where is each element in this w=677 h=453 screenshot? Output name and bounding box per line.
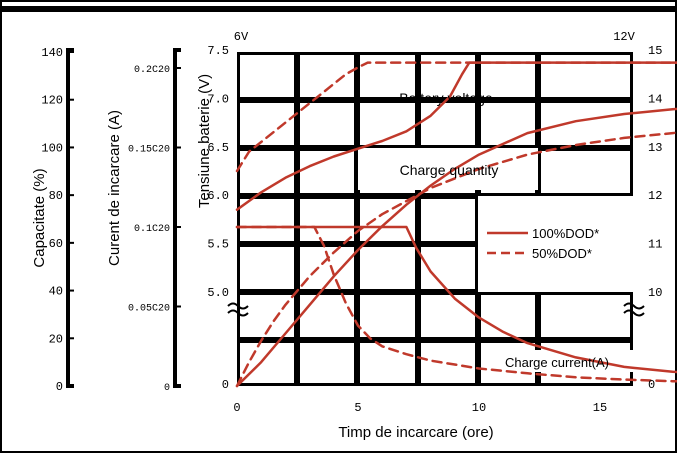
grid-cell [237,244,297,292]
grid-cell [538,52,633,100]
grid-cell [297,196,357,244]
axis-ticks: 0 20 40 60 80 100 120 140 0 0.05C20 0.1C20 0.15C20 0… [41,46,181,394]
top-label-6v: 6V [234,30,249,44]
grid-cell [357,244,418,292]
capacity-tick-label: 140 [41,46,63,60]
capacity-tick-label: 20 [49,332,63,346]
voltage-6v-tick-label: 7.5 [207,44,229,58]
capacity-tick-label: 80 [49,189,63,203]
grid-cell [237,196,297,244]
legend-label-100dod: 100%DOD* [532,226,599,241]
grid-cell [538,148,633,196]
current-tick-label: 0.05C20 [128,304,170,315]
voltage-12v-tick-labels: 10 11 12 13 14 15 0 [648,44,662,392]
voltage-12v-tick-label: 13 [648,141,662,155]
voltage-12v-tick-label: 15 [648,44,662,58]
voltage-curve-100dod [235,61,677,211]
grid-cell [297,148,357,196]
grid-cell [478,292,538,340]
current-tick-label: 0 [164,383,170,394]
curve-group [235,61,677,388]
voltage-12v-tick-label: 10 [648,286,662,300]
voltage-6v-tick-labels: 5.0 5.5 6.0 6.5 7.0 7.5 0 [207,44,229,392]
current-tick-label: 0.2C20 [134,65,170,76]
voltage-curve-50dod [235,61,677,173]
grid-cell [357,292,418,340]
x-tick-labels: 0510152025 [233,401,607,415]
voltage-12v-tick-label: 12 [648,189,662,203]
voltage-6v-zero-label: 0 [222,378,229,392]
grid-cell [418,196,478,244]
charge-quantity-curve-50dod [235,131,677,388]
capacity-tick-label: 0 [56,380,63,394]
voltage-12v-tick-label: 11 [648,238,662,252]
charge-quantity-label: Charge quantity [400,162,499,178]
voltage-6v-tick-label: 5.5 [207,238,229,252]
x-tick-label: 15 [593,401,607,415]
voltage-6v-tick-label: 7.0 [207,92,229,106]
battery-voltage-label: Battery voltage [399,90,493,106]
voltage-6v-tick-label: 5.0 [207,286,229,300]
charge-current-label: Charge current(A) [505,355,609,370]
charge-quantity-curve-100dod [235,107,677,388]
capacity-tick-label: 120 [41,94,63,108]
capacity-tick-label: 40 [49,285,63,299]
x-tick-label: 0 [233,401,240,415]
capacity-axis-title: Capacitate (%) [31,168,48,267]
voltage-6v-tick-label: 6.5 [207,141,229,155]
current-axis-title: Curent de incarcare (A) [106,110,123,266]
voltage-12v-tick-label: 14 [648,92,662,106]
grid-cell [297,52,357,100]
legend-label-50dod: 50%DOD* [532,246,592,261]
grid-cell [478,100,538,148]
voltage-6v-tick-label: 6.0 [207,189,229,203]
x-axis-title: Timp de incarcare (ore) [338,424,493,441]
grid-cell [237,52,297,100]
x-tick-label: 10 [472,401,486,415]
charge-quantity-box [358,148,538,190]
voltage-12v-zero-label: 0 [648,378,655,392]
axis-break-right [623,302,645,317]
grid-cell [237,100,297,148]
axis-break-left [227,302,249,317]
grid-cell [538,292,633,340]
charge-current-curve-50dod [235,225,677,383]
grid-cell [237,340,297,386]
grid-cell [297,100,357,148]
top-label-12v: 12V [613,30,635,44]
x-tick-label: 5 [354,401,361,415]
grid-cell [478,52,538,100]
grid-cell [418,292,478,340]
current-tick-label: 0.1C20 [134,224,170,235]
charge-current-curve-100dod [235,225,677,374]
capacity-tick-label: 60 [49,237,63,251]
charge-current-box [482,350,634,372]
voltage-axis-title: Tensiune baterie (V) [196,74,213,208]
grid-cell [357,52,418,100]
grid-cell [297,340,357,386]
grid-cell [418,100,478,148]
current-tick-label: 0.15C20 [128,145,170,156]
capacity-tick-label: 100 [41,141,63,155]
legend-box [478,196,633,292]
grid-cell [357,340,418,386]
grid-cell [538,100,633,148]
grid-cell [297,292,357,340]
